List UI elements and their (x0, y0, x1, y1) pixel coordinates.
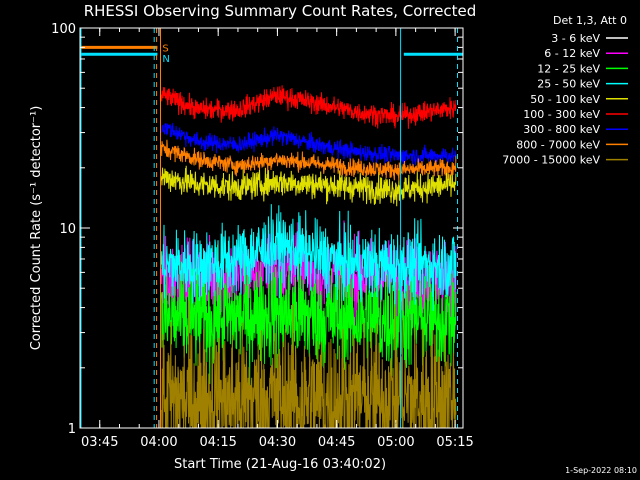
legend-label-4: 50 - 100 keV (530, 93, 600, 106)
y-axis-label: Corrected Count Rate (s⁻¹ detector⁻¹) (29, 106, 44, 351)
series-line-6 (160, 122, 457, 167)
legend-label-0: 3 - 6 keV (551, 32, 600, 45)
flag-label-s: S (162, 43, 168, 54)
legend-label-2: 12 - 25 keV (537, 62, 600, 75)
series-line-3 (160, 204, 457, 311)
chart-title: RHESSI Observing Summary Count Rates, Co… (84, 2, 477, 20)
legend-label-7: 800 - 7000 keV (516, 138, 600, 151)
x-tick-label-3: 04:30 (259, 435, 296, 450)
y-axis: 1 10 100 (51, 22, 463, 437)
series-line-8 (160, 300, 457, 428)
flag-lines: SN (80, 43, 463, 65)
series-line-2 (160, 242, 457, 386)
series-line-4 (160, 165, 457, 207)
legend: Det 1,3, Att 0 3 - 6 keV 6 - 12 keV 12 - 2… (502, 14, 628, 167)
footer-date: 1-Sep-2022 08:10 (565, 466, 637, 475)
x-axis: 03:45 04:00 04:15 04:30 04:45 05:00 05:15 (79, 28, 474, 450)
x-tick-label-2: 04:15 (199, 435, 236, 450)
legend-label-1: 6 - 12 keV (544, 47, 600, 60)
x-tick-label-4: 04:45 (318, 435, 355, 450)
x-axis-label: Start Time (21-Aug-16 03:40:02) (174, 457, 386, 472)
x-tick-label-1: 04:00 (140, 435, 177, 450)
y-tick-label-1: 10 (59, 222, 76, 237)
legend-label-5: 100 - 300 keV (523, 108, 600, 121)
legend-title: Det 1,3, Att 0 (553, 14, 627, 27)
x-tick-label-6: 05:15 (436, 435, 473, 450)
y-tick-label-0: 1 (68, 422, 76, 437)
flag-label-n: N (162, 54, 169, 65)
plot-area (160, 85, 457, 428)
series-line-5 (160, 85, 457, 129)
legend-label-3: 25 - 50 keV (537, 78, 600, 91)
legend-label-6: 300 - 800 keV (523, 123, 600, 136)
x-tick-label-5: 05:00 (377, 435, 414, 450)
legend-label-8: 7000 - 15000 keV (502, 154, 600, 167)
y-tick-label-2: 100 (51, 22, 76, 37)
series-line-7 (160, 139, 457, 181)
x-tick-label-0: 03:45 (81, 435, 118, 450)
